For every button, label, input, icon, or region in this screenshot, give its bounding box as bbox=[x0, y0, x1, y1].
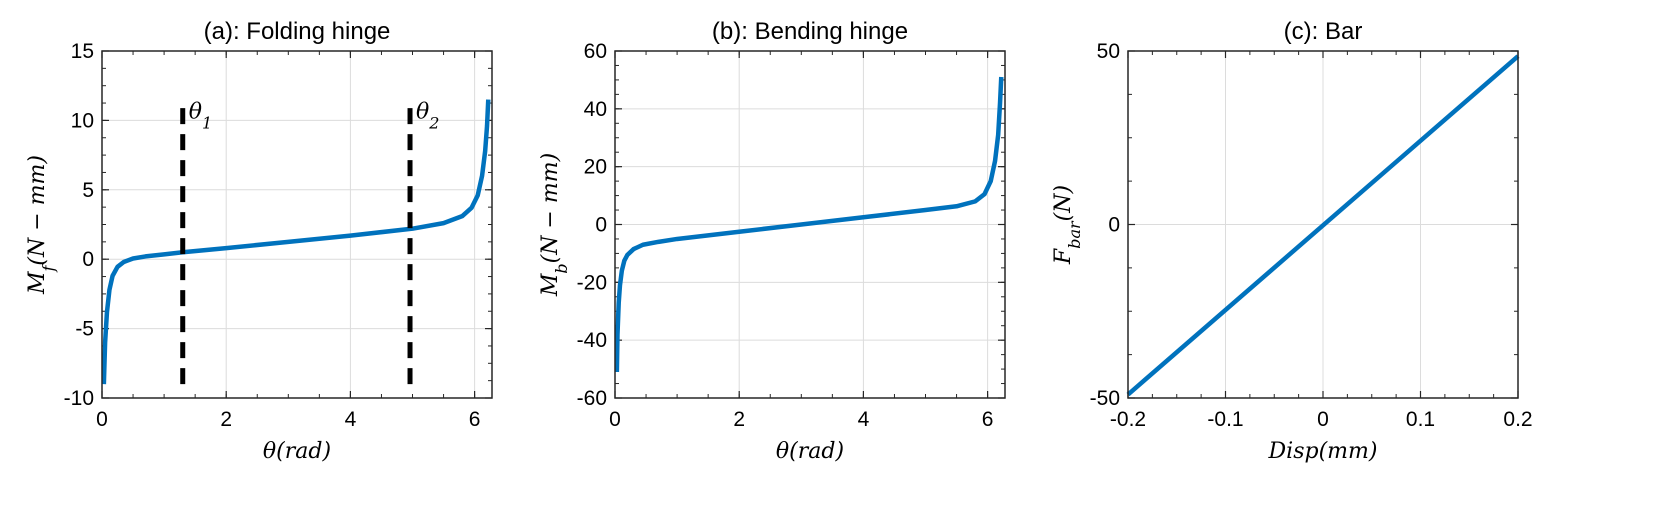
y-tick-label: 60 bbox=[584, 40, 607, 63]
x-tick-label: -0.2 bbox=[1110, 408, 1146, 431]
x-tick-label: -0.1 bbox=[1207, 408, 1243, 431]
y-tick-label: -60 bbox=[577, 387, 607, 410]
y-tick-label: 0 bbox=[595, 214, 607, 237]
y-tick-label: -20 bbox=[577, 271, 607, 294]
y-tick-label: -5 bbox=[75, 318, 94, 341]
axes-frame bbox=[614, 50, 1006, 399]
x-axis-label: θ(rad) bbox=[776, 439, 844, 464]
chart-title: (c): Bar bbox=[1284, 18, 1363, 45]
axes-frame bbox=[1127, 50, 1519, 399]
x-axis-label: Disp(mm) bbox=[1268, 439, 1378, 464]
x-tick-label: 0 bbox=[609, 408, 621, 431]
y-tick-label: 15 bbox=[71, 40, 94, 63]
x-tick-label: 6 bbox=[982, 408, 994, 431]
y-axis-label: Fbar(N) bbox=[1051, 185, 1084, 265]
threshold-label: θ2 bbox=[416, 100, 439, 132]
x-tick-label: 0.1 bbox=[1406, 408, 1435, 431]
x-tick-label: 4 bbox=[345, 408, 357, 431]
chart-panel-2: 0 2 4 6 -60 -40 -20 0 20 40 60 (b): Bending hinge θ(… bbox=[538, 18, 1006, 464]
x-tick-label: 0 bbox=[1317, 408, 1329, 431]
chart-title: (b): Bending hinge bbox=[712, 18, 908, 45]
y-tick-label: -50 bbox=[1090, 387, 1120, 410]
y-axis-label: Mb(N − mm) bbox=[538, 153, 571, 297]
series-line bbox=[614, 76, 1004, 373]
x-tick-label: 4 bbox=[858, 408, 870, 431]
x-tick-label: 2 bbox=[220, 408, 232, 431]
y-tick-label: -40 bbox=[577, 329, 607, 352]
y-tick-label: -10 bbox=[64, 387, 94, 410]
chart-panel-1: 0 2 4 6 -10 -5 0 5 10 15 θ1 θ2 (a): Folding hinge θ(r… bbox=[25, 18, 493, 464]
y-tick-label: 0 bbox=[82, 248, 94, 271]
x-tick-label: 0.2 bbox=[1503, 408, 1532, 431]
x-tick-label: 0 bbox=[96, 408, 108, 431]
y-tick-label: 10 bbox=[71, 109, 94, 132]
y-axis-label: Mf(N − mm) bbox=[25, 155, 58, 295]
chart-title: (a): Folding hinge bbox=[204, 18, 391, 45]
y-tick-label: 0 bbox=[1108, 214, 1120, 237]
x-axis-label: θ(rad) bbox=[263, 439, 331, 464]
y-tick-label: 20 bbox=[584, 156, 607, 179]
chart-panel-3: -0.2 -0.1 0 0.1 0.2 -50 0 50 (c): Bar Disp(mm) Fba… bbox=[1051, 18, 1533, 464]
x-tick-label: 2 bbox=[733, 408, 745, 431]
y-tick-label: 5 bbox=[82, 179, 94, 202]
threshold-label: θ1 bbox=[189, 100, 212, 132]
series-line bbox=[1126, 54, 1520, 397]
x-tick-label: 6 bbox=[469, 408, 481, 431]
y-tick-label: 50 bbox=[1097, 40, 1120, 63]
y-tick-label: 40 bbox=[584, 98, 607, 121]
axes-frame bbox=[101, 50, 493, 399]
series-line bbox=[101, 99, 491, 385]
